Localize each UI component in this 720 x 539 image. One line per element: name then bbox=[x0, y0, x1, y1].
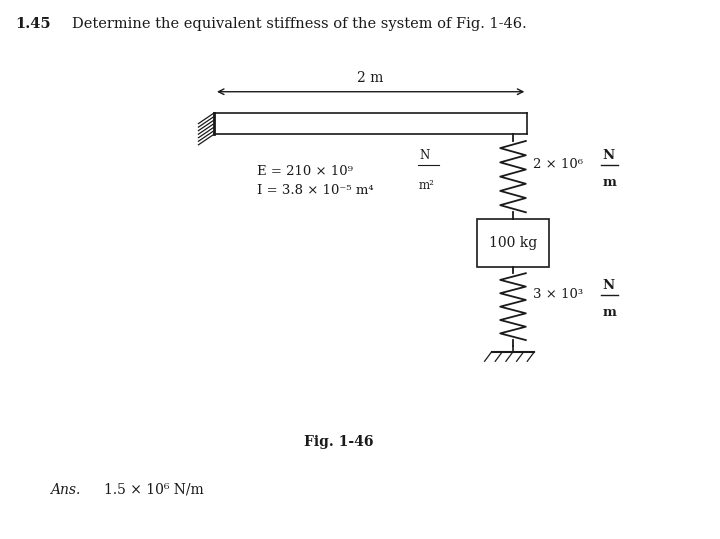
Text: N: N bbox=[603, 149, 615, 162]
Text: 100 kg: 100 kg bbox=[489, 236, 537, 250]
Text: Ans.: Ans. bbox=[50, 483, 81, 497]
Text: I = 3.8 × 10⁻⁵ m⁴: I = 3.8 × 10⁻⁵ m⁴ bbox=[257, 184, 374, 197]
Text: N: N bbox=[603, 279, 615, 292]
Text: m: m bbox=[603, 306, 616, 319]
Bar bbox=[477, 219, 549, 267]
Text: 3 × 10³: 3 × 10³ bbox=[533, 288, 583, 301]
Text: m²: m² bbox=[419, 179, 435, 192]
Text: N: N bbox=[419, 149, 429, 162]
Text: 2 × 10⁶: 2 × 10⁶ bbox=[533, 158, 583, 171]
Text: Fig. 1-46: Fig. 1-46 bbox=[304, 435, 374, 449]
Text: 1.45: 1.45 bbox=[15, 17, 50, 31]
Text: m: m bbox=[603, 176, 616, 189]
Text: E = 210 × 10⁹: E = 210 × 10⁹ bbox=[257, 165, 353, 178]
Text: 1.5 × 10⁶ N/m: 1.5 × 10⁶ N/m bbox=[104, 483, 204, 497]
Text: Determine the equivalent stiffness of the system of Fig. 1-46.: Determine the equivalent stiffness of th… bbox=[72, 17, 526, 31]
Text: 2 m: 2 m bbox=[358, 71, 384, 85]
